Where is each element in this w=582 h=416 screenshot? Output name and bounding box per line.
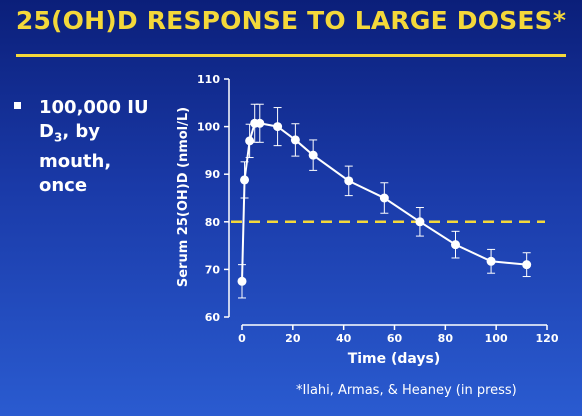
x-tick-label: 120 bbox=[536, 332, 559, 345]
bullet-dose-suffix: , by bbox=[62, 121, 101, 142]
x-tick-label: 100 bbox=[485, 332, 508, 345]
data-point bbox=[486, 256, 496, 266]
bullet-text: 100,000 IU D3, by mouth, once bbox=[39, 96, 149, 198]
data-point bbox=[344, 176, 354, 186]
x-tick-label: 60 bbox=[387, 332, 403, 345]
bullet-line-3: mouth, bbox=[39, 150, 112, 172]
bullet-dose-subscript: 3 bbox=[53, 130, 63, 145]
y-tick-label: 90 bbox=[205, 168, 221, 181]
data-point bbox=[379, 193, 389, 203]
x-tick-label: 80 bbox=[438, 332, 454, 345]
series-layer bbox=[237, 103, 532, 299]
citation-footnote: *Ilahi, Armas, & Heaney (in press) bbox=[296, 383, 517, 398]
title-underline bbox=[16, 54, 566, 57]
data-point bbox=[237, 276, 247, 286]
x-tick-label: 20 bbox=[285, 332, 301, 345]
bullet-line-1: 100,000 IU bbox=[39, 97, 149, 118]
y-axis-title: Serum 25(OH)D (nmol/L) bbox=[176, 107, 191, 287]
x-tick-label: 0 bbox=[238, 332, 246, 345]
bullet-dose-prefix: D bbox=[39, 121, 54, 142]
chart-axes: 60 70 80 90 100 110 0 20 40 60 80 100 120 bbox=[197, 73, 559, 345]
data-point bbox=[240, 175, 250, 185]
x-axis-title: Time (days) bbox=[348, 351, 441, 367]
data-point bbox=[308, 150, 318, 160]
data-point bbox=[255, 118, 265, 128]
slide-title: 25(OH)D RESPONSE TO LARGE DOSES* bbox=[15, 6, 567, 35]
axis-labels: Time (days) Serum 25(OH)D (nmol/L) bbox=[176, 107, 440, 367]
y-tick-label: 100 bbox=[197, 121, 220, 134]
data-point bbox=[522, 260, 532, 270]
data-point bbox=[290, 135, 300, 145]
data-point bbox=[245, 136, 255, 146]
x-tick-label: 40 bbox=[336, 332, 352, 345]
data-point bbox=[273, 122, 283, 132]
bullet-line-2: D3, by bbox=[39, 120, 149, 150]
y-tick-label: 70 bbox=[205, 263, 221, 276]
bullet-marker bbox=[14, 102, 21, 109]
y-tick-label: 110 bbox=[197, 73, 220, 86]
bullet-line-4: once bbox=[39, 174, 88, 196]
data-point bbox=[451, 240, 460, 250]
y-tick-label: 80 bbox=[205, 216, 221, 229]
y-tick-label: 60 bbox=[205, 311, 221, 324]
data-point bbox=[415, 217, 425, 227]
